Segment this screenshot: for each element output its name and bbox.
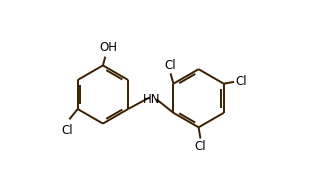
- Text: Cl: Cl: [165, 59, 176, 71]
- Text: Cl: Cl: [62, 124, 73, 137]
- Text: Cl: Cl: [235, 75, 247, 88]
- Text: HN: HN: [143, 93, 160, 106]
- Text: Cl: Cl: [195, 140, 206, 153]
- Text: OH: OH: [99, 41, 118, 54]
